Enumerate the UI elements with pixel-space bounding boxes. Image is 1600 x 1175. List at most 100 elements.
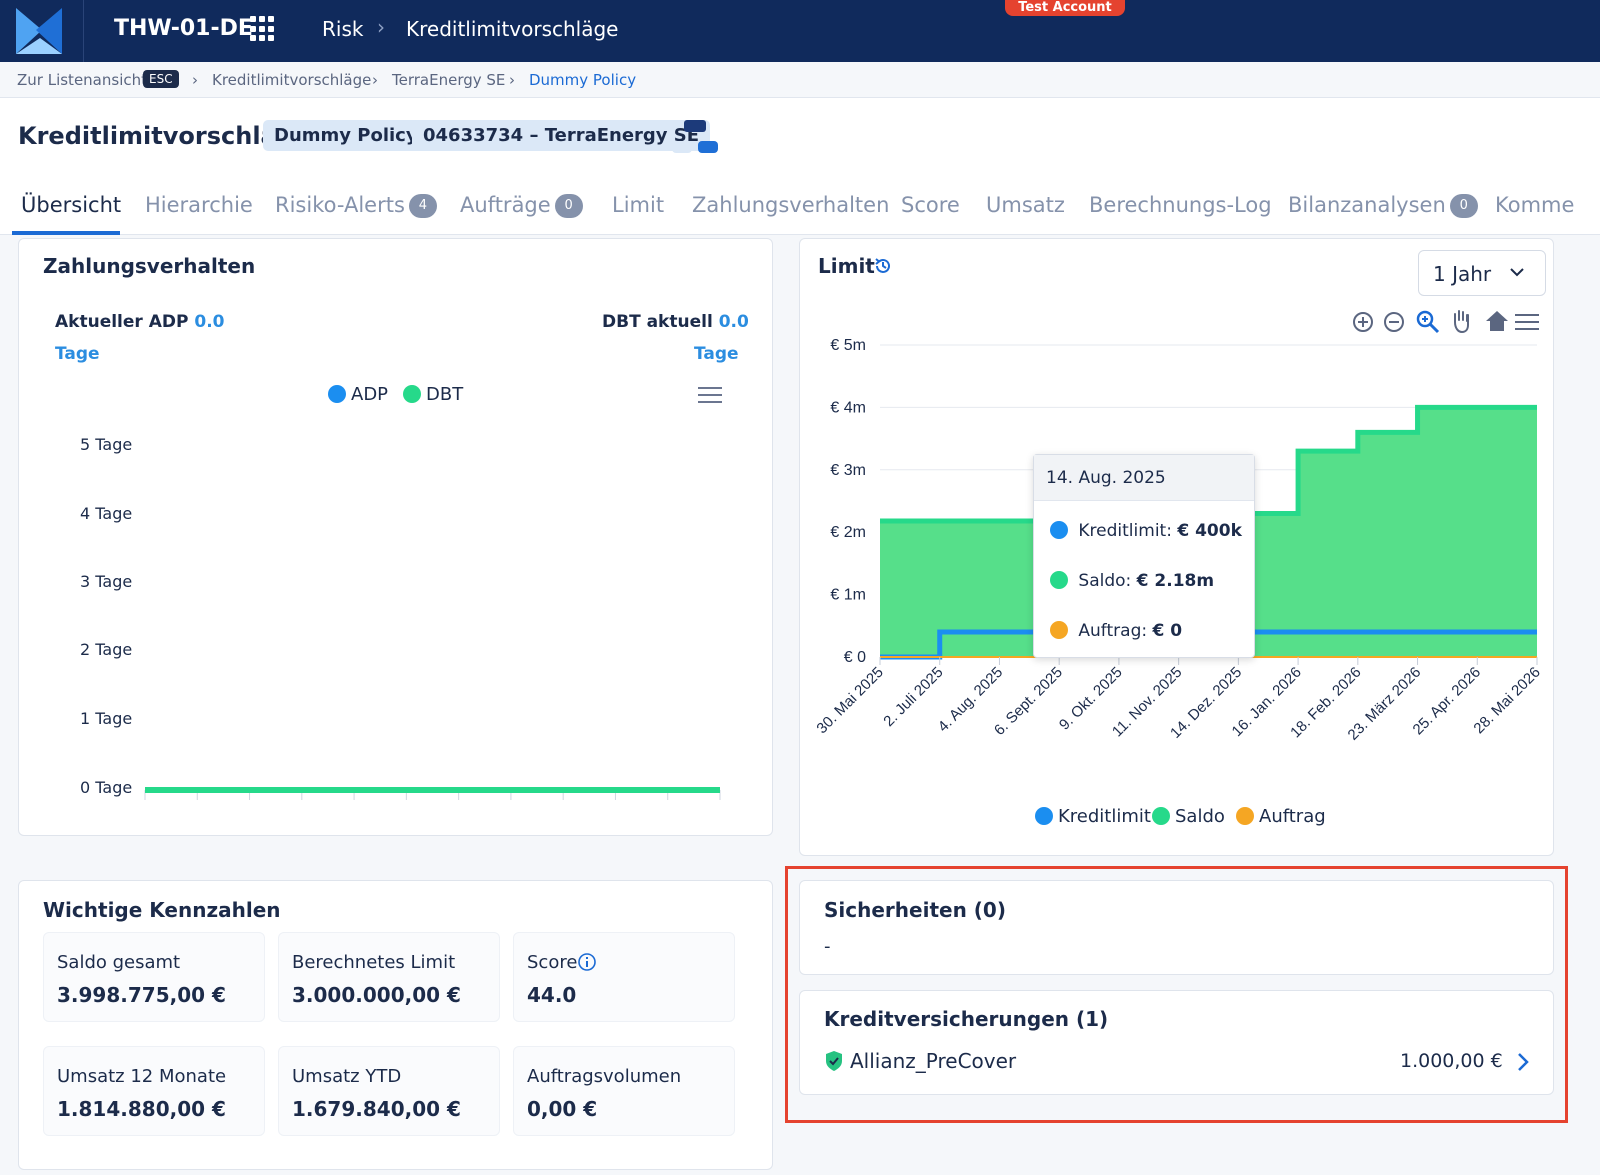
tooltip-row-auftrag: Auftrag: € 0 — [1050, 621, 1182, 641]
history-icon[interactable] — [873, 256, 893, 276]
top-crumb-risk[interactable]: Risk — [322, 17, 364, 41]
breadcrumb-item[interactable]: TerraEnergy SE — [392, 71, 506, 89]
insurance-row[interactable]: Allianz_PreCover 1.000,00 € — [824, 1046, 1534, 1080]
page-header: Kreditlimitvorschlag Dummy Policy 046337… — [0, 98, 1600, 173]
series-line-saldo — [880, 404, 1537, 524]
y-tick-label: € 2m — [830, 524, 866, 541]
company-chip: 04633734 – TerraEnergy SE — [412, 120, 711, 151]
chart-tooltip: 14. Aug. 2025 Kreditlimit: € 400k Saldo:… — [1033, 454, 1255, 658]
tenant-name[interactable]: THW-01-DE — [114, 16, 253, 41]
top-navigation-bar: THW-01-DE Risk › Kreditlimitvorschläge T… — [0, 0, 1600, 62]
tooltip-date: 14. Aug. 2025 — [1034, 455, 1254, 501]
active-tab-indicator — [12, 231, 120, 235]
legend-dbt[interactable]: DBT — [403, 384, 463, 405]
y-tick-label: € 3m — [830, 462, 866, 479]
y-tick-label: 3 Tage — [80, 572, 133, 591]
legend-saldo[interactable]: Saldo — [1152, 806, 1225, 827]
apps-grid-icon[interactable] — [250, 16, 276, 42]
info-icon[interactable] — [578, 953, 596, 971]
legend-kreditlimit[interactable]: Kreditlimit — [1035, 806, 1151, 827]
insurance-amount: 1.000,00 € — [1400, 1050, 1503, 1072]
y-tick-label: € 0 — [844, 649, 866, 666]
payment-chart — [144, 787, 721, 800]
y-tick-label: € 1m — [830, 587, 866, 604]
limit-card-title: Limit — [818, 254, 875, 278]
chevron-down-icon — [1510, 268, 1524, 277]
breadcrumb-current: Dummy Policy — [529, 71, 637, 89]
tab-auftraege[interactable]: Aufträge 0 — [460, 193, 583, 218]
count-badge: 0 — [554, 194, 583, 218]
breadcrumb: Zur Listenansicht ESC › Kreditlimitvorsc… — [0, 62, 1600, 98]
zoom-out-icon[interactable] — [1382, 310, 1406, 334]
chevron-right-icon: › — [509, 71, 515, 89]
y-tick-label: 2 Tage — [80, 640, 133, 659]
time-range-select[interactable]: 1 Jahr — [1418, 250, 1546, 296]
tab-score[interactable]: Score — [901, 193, 960, 217]
y-tick-label: € 4m — [830, 399, 866, 416]
kpi-auftragsvolumen: Auftragsvolumen 0,00 € — [513, 1046, 735, 1136]
top-crumb-kreditlimit[interactable]: Kreditlimitvorschläge — [406, 17, 619, 41]
legend-adp[interactable]: ADP — [328, 384, 388, 405]
chevron-right-icon: › — [377, 15, 385, 39]
key-figures-title: Wichtige Kennzahlen — [43, 898, 281, 922]
tab-bar: Übersicht Hierarchie Risiko-Alerts 4 Auft… — [0, 173, 1600, 235]
chevron-right-icon[interactable] — [1516, 1052, 1530, 1072]
highlight-annotation — [785, 866, 1568, 1123]
y-tick-label: € 5m — [830, 337, 866, 354]
back-to-list-link[interactable]: Zur Listenansicht — [17, 71, 147, 89]
policy-chip: Dummy Policy — [263, 120, 429, 151]
tooltip-row-kreditlimit: Kreditlimit: € 400k — [1050, 521, 1242, 541]
securities-title: Sicherheiten (0) — [824, 898, 1006, 922]
zoom-in-icon[interactable] — [1351, 310, 1375, 334]
chevron-right-icon: › — [372, 71, 378, 89]
app-logo[interactable] — [0, 0, 84, 62]
tab-umsatz[interactable]: Umsatz — [986, 193, 1065, 217]
hierarchy-icon[interactable] — [672, 120, 720, 156]
tab-kommentare[interactable]: Komme — [1495, 193, 1575, 217]
breadcrumb-item[interactable]: Kreditlimitvorschläge — [212, 71, 372, 89]
kpi-saldo-gesamt: Saldo gesamt 3.998.775,00 € — [43, 932, 265, 1022]
adp-unit: Tage — [55, 344, 100, 364]
chart-menu-icon[interactable] — [697, 385, 723, 405]
chart-menu-icon[interactable] — [1515, 312, 1539, 332]
kpi-umsatz-12-monate: Umsatz 12 Monate 1.814.880,00 € — [43, 1046, 265, 1136]
payment-card-title: Zahlungsverhalten — [43, 254, 256, 278]
tab-zahlungsverhalten[interactable]: Zahlungsverhalten — [692, 193, 890, 217]
reset-home-icon[interactable] — [1484, 309, 1510, 333]
tab-bilanzanalysen[interactable]: Bilanzanalysen 0 — [1288, 193, 1478, 218]
dbt-unit: Tage — [694, 344, 739, 364]
x-tick-label: 30. Mai 2025 — [813, 664, 886, 737]
credit-insurance-title: Kreditversicherungen (1) — [824, 1007, 1109, 1031]
y-tick-label: 1 Tage — [80, 709, 133, 728]
logo-icon — [16, 8, 62, 54]
tab-limit[interactable]: Limit — [612, 193, 665, 217]
kpi-score: Score 44.0 — [513, 932, 735, 1022]
kpi-berechnetes-limit: Berechnetes Limit 3.000.000,00 € — [278, 932, 500, 1022]
securities-empty-value: - — [824, 936, 831, 957]
kpi-umsatz-ytd: Umsatz YTD 1.679.840,00 € — [278, 1046, 500, 1136]
pan-hand-icon[interactable] — [1449, 308, 1473, 334]
adp-stat: Aktueller ADP 0.0 — [55, 312, 225, 332]
securities-card — [799, 880, 1554, 975]
credit-insurance-card — [799, 990, 1554, 1095]
y-tick-label: 0 Tage — [80, 778, 133, 797]
dbt-stat: DBT aktuell 0.0 — [602, 312, 749, 332]
test-account-badge: Test Account — [1005, 0, 1125, 16]
y-tick-label: 4 Tage — [80, 504, 133, 523]
insurance-name: Allianz_PreCover — [850, 1049, 1017, 1073]
chevron-right-icon: › — [192, 71, 198, 89]
tab-risiko-alerts[interactable]: Risiko-Alerts 4 — [275, 193, 437, 218]
tooltip-row-saldo: Saldo: € 2.18m — [1050, 571, 1214, 591]
legend-auftrag[interactable]: Auftrag — [1236, 806, 1326, 827]
selection-zoom-icon[interactable] — [1415, 309, 1441, 335]
page-title: Kreditlimitvorschlag — [18, 122, 294, 150]
count-badge: 4 — [408, 194, 437, 218]
shield-check-icon — [826, 1051, 842, 1071]
count-badge: 0 — [1449, 194, 1478, 218]
payment-behavior-card — [18, 238, 773, 836]
y-tick-label: 5 Tage — [80, 435, 133, 454]
esc-key-badge: ESC — [143, 70, 179, 88]
tab-berechnungs-log[interactable]: Berechnungs-Log — [1089, 193, 1272, 217]
tab-hierarchie[interactable]: Hierarchie — [145, 193, 253, 217]
tab-uebersicht[interactable]: Übersicht — [21, 193, 122, 217]
